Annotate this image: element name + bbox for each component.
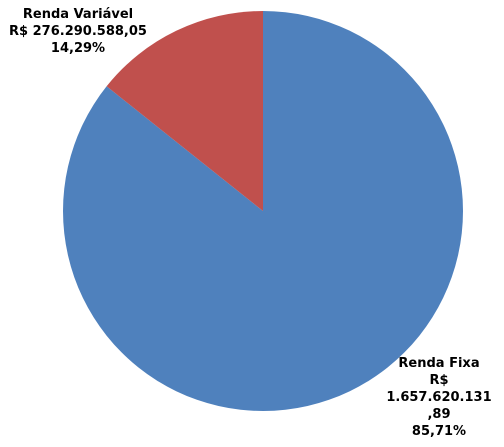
label-renda-variavel-value: R$ 276.290.588,05 xyxy=(9,24,147,39)
pie-slice-renda-fixa xyxy=(63,11,464,412)
data-label-renda-fixa: Renda Fixa R$ 1.657.620.131 ,89 85,71% xyxy=(382,355,496,440)
label-renda-fixa-value-part1: 1.657.620.131 xyxy=(386,390,492,405)
label-renda-fixa-percent: 85,71% xyxy=(411,424,467,439)
label-renda-fixa-value-part2: ,89 xyxy=(427,407,451,422)
label-renda-variavel-percent: 14,29% xyxy=(50,41,106,56)
data-label-renda-variavel: Renda Variável R$ 276.290.588,05 14,29% xyxy=(0,6,156,57)
label-renda-fixa-currency: R$ xyxy=(429,373,449,388)
pie-slice-renda-vari-vel xyxy=(106,11,263,211)
label-renda-fixa-name: Renda Fixa xyxy=(398,356,480,371)
pie-slices xyxy=(63,11,464,412)
label-renda-variavel-name: Renda Variável xyxy=(22,7,134,22)
